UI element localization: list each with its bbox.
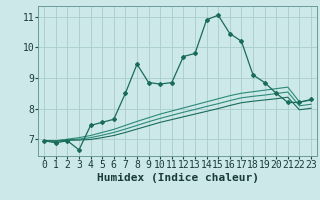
X-axis label: Humidex (Indice chaleur): Humidex (Indice chaleur) (97, 173, 259, 183)
